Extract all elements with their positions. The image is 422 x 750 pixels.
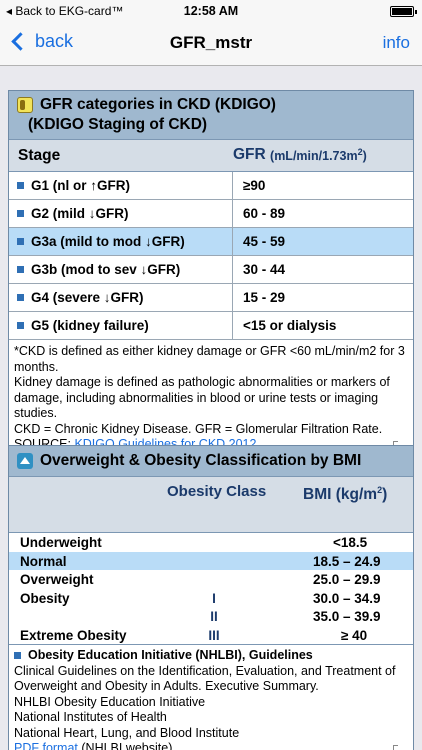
gfr-notes: *CKD is defined as either kidney damage … [9,340,413,459]
stage-label: G3b (mod to sev ↓GFR) [31,262,181,277]
info-button[interactable]: info [382,33,410,52]
gfr-note-definition: *CKD is defined as either kidney damage … [14,344,405,374]
bmi-row-underweight: Underweight <18.5 [9,533,413,552]
pdf-link-suffix: (NHLBI website) [77,741,173,750]
bmi-range-value: <18.5 [333,535,368,550]
bmi-range-value: 18.5 – 24.9 [313,553,381,569]
bullet-icon [17,266,24,273]
gfr-value: 30 - 44 [243,262,286,277]
gfr-row-g3a: G3a (mild to mod ↓GFR) 45 - 59 [9,228,413,256]
gfr-unit-end: ) [362,148,367,163]
bmi-category-label: Extreme Obesity [20,627,127,643]
bmi-range-value: ≥ 40 [341,627,368,643]
bmi-category-label: Overweight [20,572,94,587]
gfr-card-title: GFR categories in CKD (KDIGO) [40,96,276,113]
bmi-range-value: 30.0 – 34.9 [313,590,381,606]
gfr-unit-sup: 2 [357,146,363,157]
gfr-stage-cell: G4 (severe ↓GFR) [9,284,233,311]
gfr-column-label: GFR [233,146,266,164]
gfr-card-subtitle: (KDIGO Staging of CKD) [28,116,208,133]
gfr-row-g3b: G3b (mod to sev ↓GFR) 30 - 44 [9,256,413,284]
bullet-icon [17,182,24,189]
status-bar: ◂ Back to EKG-card™ 12:58 AM [0,0,422,22]
bullet-icon [14,652,21,659]
expand-icon[interactable] [393,744,407,750]
bmi-classification-card: Overweight & Obesity Classification by B… [8,445,414,750]
bmi-column-header: BMI (kg/m2) [303,485,387,504]
gfr-unit-text: (mL/min/1.73m [270,148,358,163]
gfr-note-damage: Kidney damage is defined as pathologic a… [14,375,390,420]
bmi-unit-sup: 2 [377,485,383,495]
bmi-category-label: Underweight [20,535,102,550]
bmi-card-title: Overweight & Obesity Classification by B… [40,452,362,469]
bmi-reference-title: Obesity Education Initiative (NHLBI), Gu… [28,648,313,662]
bmi-reference-org2: National Institutes of Health [14,710,167,724]
bmi-row-overweight: Overweight 25.0 – 29.9 [9,570,413,589]
gfr-value: 60 - 89 [243,206,286,221]
obesity-class-value: II [210,609,218,624]
bullet-icon [17,294,24,301]
obesity-class-value: III [208,627,220,643]
gfr-note-abbrev: CKD = Chronic Kidney Disease. GFR = Glom… [14,421,383,436]
bmi-range-value: 25.0 – 29.9 [313,572,381,587]
gfr-row-g2: G2 (mild ↓GFR) 60 - 89 [9,200,413,228]
gfr-card-header[interactable]: GFR categories in CKD (KDIGO) (KDIGO Sta… [9,91,413,140]
bmi-reference-title-row: Obesity Education Initiative (NHLBI), Gu… [14,648,407,664]
bmi-reference-description: Clinical Guidelines on the Identificatio… [14,663,396,694]
bmi-reference: Obesity Education Initiative (NHLBI), Gu… [9,645,413,750]
navigation-bar: back GFR_mstr info [0,22,422,66]
gfr-stage-cell: G3a (mild to mod ↓GFR) [9,228,233,255]
gfr-stage-cell: G5 (kidney failure) [9,312,233,339]
page-title: GFR_mstr [169,33,253,52]
stage-column-header: Stage [18,146,61,164]
stage-label: G3a (mild to mod ↓GFR) [31,234,185,249]
gfr-unit: (mL/min/1.73m2) [270,146,367,163]
collapse-toggle-icon[interactable] [17,97,33,113]
bmi-category-label: Normal [20,553,67,569]
bmi-reference-org3: National Heart, Lung, and Blood Institut… [14,725,240,740]
bmi-row-obesity-i: Obesity I 30.0 – 34.9 [9,589,413,608]
bmi-table-header: Obesity Class BMI (kg/m2) [9,477,413,533]
gfr-stage-cell: G3b (mod to sev ↓GFR) [9,256,233,283]
stage-label: G1 (nl or ↑GFR) [31,178,130,193]
bullet-icon [17,322,24,329]
bmi-row-normal: Normal 18.5 – 24.9 [9,551,413,570]
bmi-table-body: Underweight <18.5 Normal 18.5 – 24.9 Ove… [9,533,413,645]
back-button-label: back [35,31,74,51]
gfr-value: ≥90 [243,178,266,193]
back-button[interactable]: back [10,31,73,52]
pdf-format-link[interactable]: PDF format [14,741,78,750]
expand-toggle-icon[interactable] [17,453,33,469]
bmi-reference-link-row: PDF format (NHLBI website) [14,741,407,750]
stage-label: G4 (severe ↓GFR) [31,290,144,305]
bmi-unit-text: BMI (kg/m [303,486,378,504]
bmi-unit-end: ) [382,486,388,504]
status-time: 12:58 AM [183,4,239,18]
gfr-categories-card: GFR categories in CKD (KDIGO) (KDIGO Sta… [8,90,414,460]
bullet-icon [17,210,24,217]
gfr-value: <15 or dialysis [243,318,337,333]
gfr-row-g5: G5 (kidney failure) <15 or dialysis [9,312,413,340]
gfr-value: 45 - 59 [243,234,286,249]
status-back-link[interactable]: ◂ Back to EKG-card™ [6,4,124,18]
bmi-range-value: 35.0 – 39.9 [313,609,381,624]
gfr-value: 15 - 29 [243,290,286,305]
gfr-row-g1: G1 (nl or ↑GFR) ≥90 [9,172,413,200]
obesity-class-column-header: Obesity Class [167,483,267,500]
bmi-row-obesity-ii: II 35.0 – 39.9 [9,607,413,626]
bullet-icon [17,238,24,245]
gfr-stage-cell: G2 (mild ↓GFR) [9,200,233,227]
bmi-category-label: Obesity [20,590,70,606]
gfr-stage-cell: G1 (nl or ↑GFR) [9,172,233,199]
obesity-class-value: I [212,590,216,606]
battery-icon [390,6,417,17]
gfr-table-header: Stage GFR (mL/min/1.73m2) [9,140,413,172]
bmi-row-extreme-obesity: Extreme Obesity III ≥ 40 [9,626,413,645]
gfr-column-header: GFR (mL/min/1.73m2) [223,146,413,164]
stage-label: G2 (mild ↓GFR) [31,206,129,221]
bmi-card-header[interactable]: Overweight & Obesity Classification by B… [9,446,413,477]
bmi-reference-org1: NHLBI Obesity Education Initiative [14,694,206,709]
gfr-row-g4: G4 (severe ↓GFR) 15 - 29 [9,284,413,312]
stage-label: G5 (kidney failure) [31,318,149,333]
